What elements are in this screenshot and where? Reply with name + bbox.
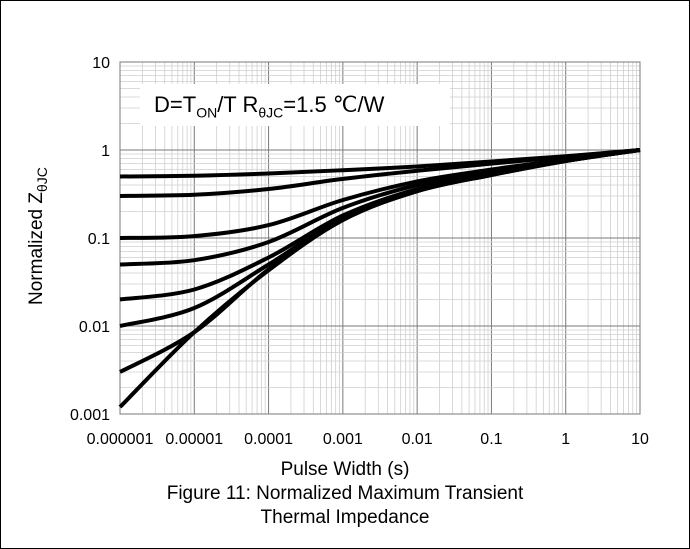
x-tick-label: 0.1 (480, 431, 502, 448)
y-axis-label-main: Normalized Z (26, 192, 47, 305)
series-layer (118, 148, 641, 409)
x-tick-label: 0.01 (402, 431, 433, 448)
y-axis-label-sub: θJC (33, 167, 50, 193)
chart-annotation: D=TON/T RθJC=1.5 ℃/W (140, 84, 450, 126)
x-tick-label: 0.000001 (87, 431, 154, 448)
x-tick-label: 0.00001 (165, 431, 223, 448)
annotation-part1: D=T (154, 92, 197, 117)
x-tick-label: 0.001 (323, 431, 363, 448)
x-tick-label: 1 (561, 431, 570, 448)
y-tick-label: 0.1 (88, 231, 110, 248)
figure-caption-line2: Thermal Impedance (260, 507, 430, 528)
figure-caption-line1: Figure 11: Normalized Maximum Transient (166, 483, 524, 504)
y-tick-label: 1 (101, 143, 110, 160)
annotation-sub2: θJC (258, 104, 284, 121)
annotation-part3: =1.5 ℃/W (283, 92, 385, 117)
x-tick-labels: 0.000001 0.00001 0.0001 0.001 0.01 0.1 1 10 (87, 431, 649, 448)
annotation-part2: /T R (217, 92, 259, 117)
series-line-2 (119, 148, 641, 198)
y-tick-labels: 10 1 0.1 0.01 0.001 (70, 55, 110, 424)
x-tick-label: 0.0001 (244, 431, 293, 448)
x-axis-label: Pulse Width (s) (280, 459, 410, 480)
x-tick-label: 10 (631, 431, 649, 448)
y-axis-label: Normalized ZθJC (26, 105, 50, 305)
y-tick-label: 0.001 (70, 407, 110, 424)
series-line-8 (118, 148, 641, 409)
y-tick-label: 0.01 (79, 319, 110, 336)
annotation-sub1: ON (196, 104, 218, 121)
y-tick-label: 10 (92, 55, 110, 72)
